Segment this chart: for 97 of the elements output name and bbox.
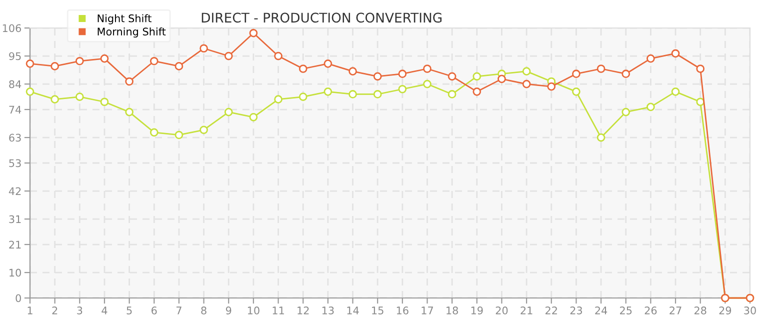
point [596,64,606,73]
point [249,28,258,38]
y-tick-label: 106 [2,24,22,32]
x-tick-label: 10 [248,306,260,314]
y-tick-label: 63 [9,134,21,142]
x-tick-label: 29 [719,306,732,314]
x-tick-label: 25 [620,306,632,314]
x-tick-label: 30 [744,306,756,314]
point [26,59,34,68]
point [324,88,332,96]
x-tick-label: 11 [272,306,284,314]
point [522,80,531,88]
point [472,88,482,96]
point [448,90,456,98]
point [646,102,655,112]
x-tick-label: 18 [446,306,458,314]
legend-label: Morning Shift [98,27,166,38]
point [200,44,208,53]
x-tick-label: 13 [322,306,334,314]
point [522,67,531,76]
point [373,90,382,98]
point [50,62,59,70]
point [150,56,158,66]
point [150,128,158,137]
point [274,95,282,104]
x-tick-label: 6 [152,306,157,314]
x-tick-label: 19 [471,306,483,314]
point [224,108,233,116]
point [547,82,556,91]
x-tick-label: 9 [226,306,232,314]
x-tick-label: 21 [520,306,532,314]
x-tick-label: 1 [28,306,32,314]
point [324,59,332,68]
point [50,95,59,104]
point [671,49,680,58]
x-tick-label: 15 [372,306,384,314]
point [174,130,184,140]
x-tick-label: 14 [347,306,359,314]
point [75,56,84,66]
point [696,64,705,73]
x-tick-label: 27 [670,306,682,314]
x-tick-label: 3 [77,306,82,314]
point [200,126,208,134]
point [572,70,580,78]
point [348,67,357,76]
y-tick-label: 42 [8,187,21,195]
x-tick-label: 7 [176,306,182,314]
point [26,88,34,96]
x-tick-label: 4 [102,306,108,314]
x-tick-label: 8 [201,306,206,314]
point [398,84,407,94]
x-tick-label: 2 [52,306,58,314]
point [622,70,630,78]
point [498,74,506,84]
point [398,70,407,78]
y-tick-label: 21 [9,240,21,248]
point [671,88,680,96]
point [572,88,580,96]
point [100,54,109,63]
point [125,77,134,86]
point [298,64,308,73]
x-tick-label: 17 [422,306,433,314]
y-tick-label: 95 [9,52,21,60]
y-tick-label: 74 [9,106,22,114]
point [423,64,432,73]
point [100,98,109,106]
y-tick-label: 0 [16,294,21,302]
point [448,72,456,81]
x-tick-label: 20 [496,306,508,314]
x-tick-label: 16 [396,306,408,314]
y-tick-label: 84 [9,80,22,88]
point [423,80,432,88]
point [274,52,282,60]
point [249,112,258,122]
point [646,54,655,63]
x-tick-label: 12 [298,306,309,314]
point [174,62,184,70]
x-tick-label: 24 [595,306,608,314]
y-tick-label: 10 [10,268,21,277]
point [373,72,382,81]
point [125,108,134,116]
point [348,90,357,98]
point [224,52,233,60]
legend-label: Night Shift [98,14,152,24]
x-tick-label: 26 [644,306,657,314]
chart-title: DIRECT - PRODUCTION CONVERTING [202,12,442,23]
x-tick-label: 23 [570,306,582,314]
x-tick-label: 28 [694,306,706,314]
point [472,72,482,81]
point [596,133,606,142]
point [75,92,84,101]
point [298,92,308,101]
y-tick-label: 53 [9,159,21,168]
x-tick-label: 22 [546,306,557,314]
x-tick-label: 5 [126,306,132,314]
point [622,108,630,116]
y-tick-label: 31 [9,215,21,224]
